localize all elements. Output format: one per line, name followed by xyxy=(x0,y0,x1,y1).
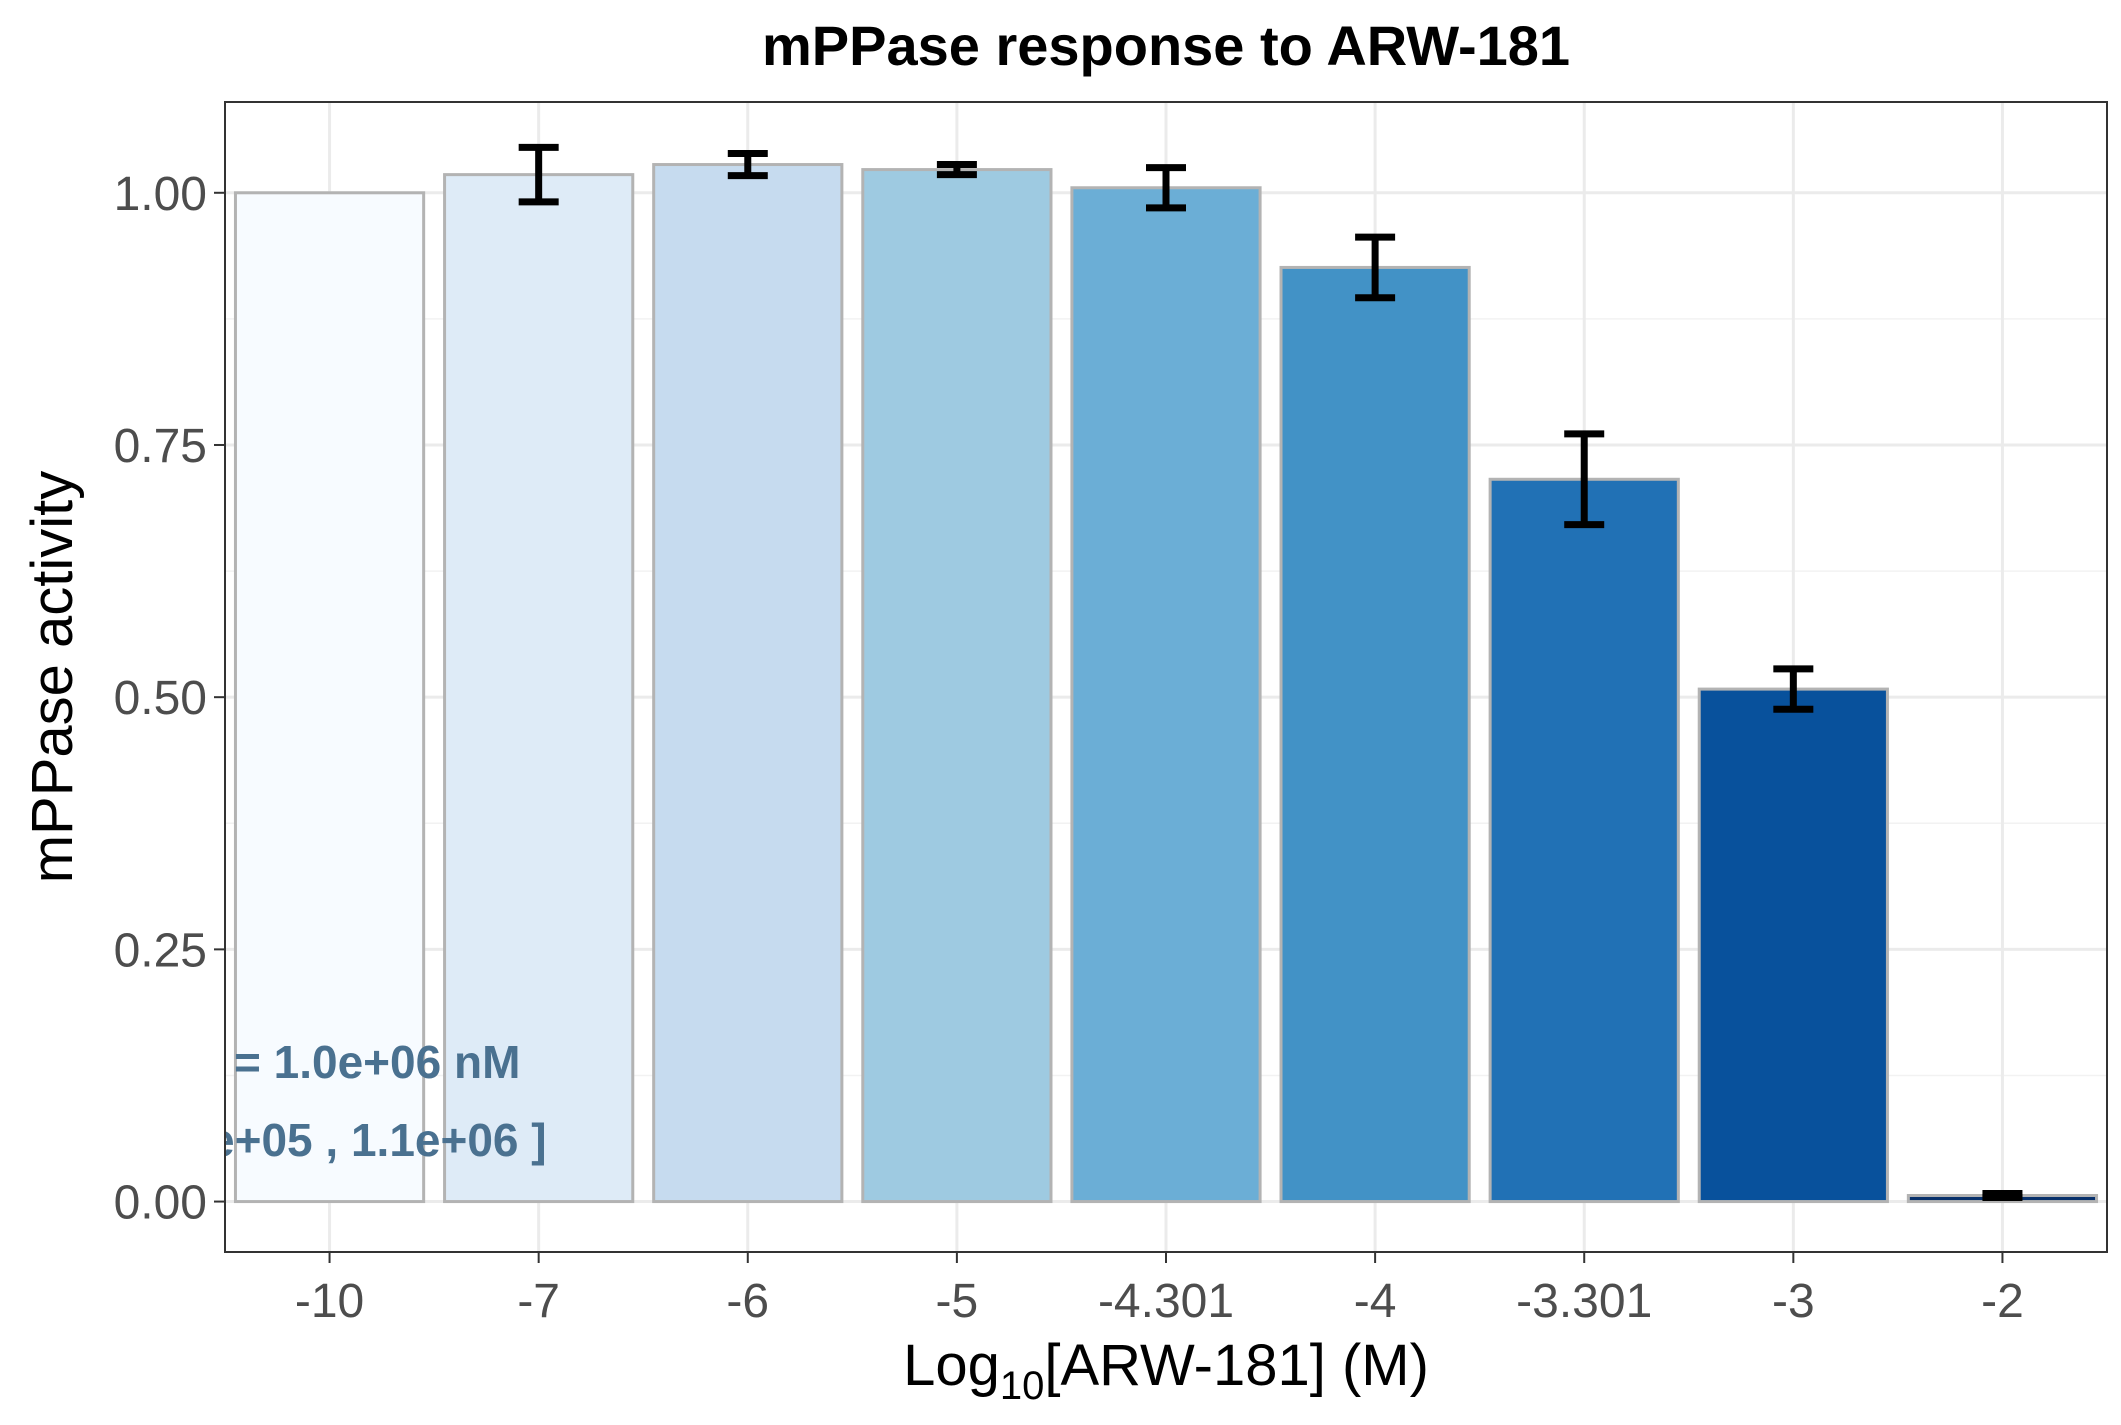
y-tick-label: 0.50 xyxy=(114,672,207,725)
bar xyxy=(652,163,844,1204)
bar xyxy=(1488,477,1680,1204)
bar xyxy=(1279,265,1471,1204)
error-bars-group xyxy=(518,143,2023,1202)
x-tick-label: -10 xyxy=(295,1275,364,1328)
x-tick-label: -5 xyxy=(936,1275,979,1328)
annotations-group: = 1.0e+06 nM e+05 , 1.1e+06 ] xyxy=(209,1036,547,1166)
bar xyxy=(1697,687,1889,1204)
x-tick-label: -4.301 xyxy=(1098,1275,1234,1328)
y-axis: 0.00 0.25 0.50 0.75 1.00 xyxy=(114,168,225,1230)
x-tick-label: -7 xyxy=(517,1275,560,1328)
annotation-confidence-interval: e+05 , 1.1e+06 ] xyxy=(209,1114,547,1166)
bar xyxy=(233,191,426,1204)
y-tick-label: 0.75 xyxy=(114,420,207,473)
bar xyxy=(861,168,1053,1204)
y-tick-label: 0.00 xyxy=(114,1177,207,1230)
x-axis-title-prefix: Log xyxy=(903,1333,1000,1398)
x-axis: -10 -7 -6 -5 -4.301 -4 -3.301 -3 -2 xyxy=(295,1252,2024,1328)
bar xyxy=(443,173,635,1204)
x-tick-label: -6 xyxy=(726,1275,769,1328)
x-tick-label: -3.301 xyxy=(1516,1275,1652,1328)
annotation-ic50: = 1.0e+06 nM xyxy=(234,1036,520,1088)
x-axis-title: Log10[ARW-181] (M) xyxy=(903,1333,1429,1408)
x-axis-title-suffix: [ARW-181] (M) xyxy=(1044,1333,1429,1398)
y-tick-label: 1.00 xyxy=(114,168,207,221)
x-tick-label: -3 xyxy=(1772,1275,1815,1328)
y-tick-label: 0.25 xyxy=(114,924,207,977)
bar xyxy=(1070,186,1262,1204)
y-axis-title: mPPase activity xyxy=(20,471,85,884)
chart-title: mPPase response to ARW-181 xyxy=(762,14,1570,77)
x-tick-label: -2 xyxy=(1981,1275,2024,1328)
bars-group xyxy=(233,163,2099,1204)
x-axis-title-subscript: 10 xyxy=(1000,1364,1045,1408)
x-tick-label: -4 xyxy=(1354,1275,1397,1328)
